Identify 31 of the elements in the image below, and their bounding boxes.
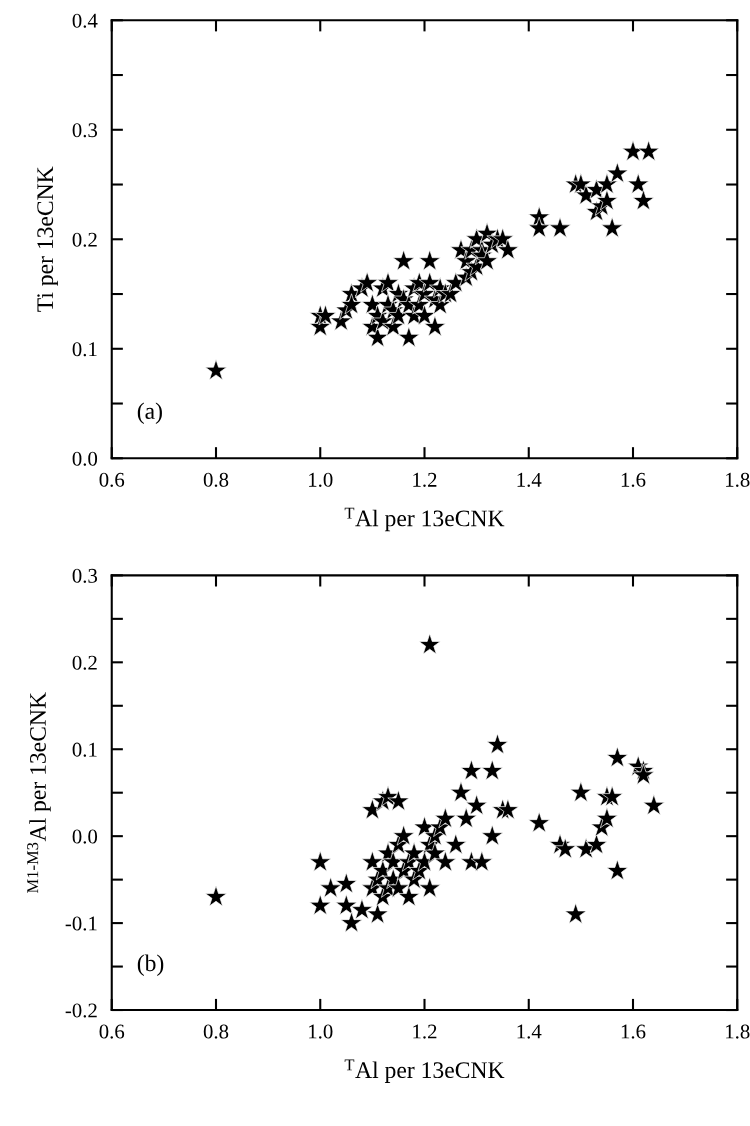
annotation: (a) (137, 402, 162, 424)
y-tick-label: 0.3 (72, 123, 98, 138)
y-tick-label: -0.2 (65, 1003, 97, 1018)
y-tick-label: 0.1 (72, 742, 97, 757)
x-tick-label: 0.6 (99, 472, 125, 487)
y-axis-title: $^{M1‐M3}$Al per 13eCNK (27, 692, 51, 893)
y-tick-label: 0.3 (72, 568, 98, 583)
x-tick-label: 1.6 (621, 472, 646, 487)
y-tick-label: 0.2 (72, 232, 97, 247)
x-tick-label: 1.0 (309, 1024, 333, 1039)
y-tick-label: 0.2 (72, 655, 97, 670)
x-axis-title: $^{T}$Al per 13eCNK (344, 1059, 505, 1083)
x-tick-label: 0.6 (99, 1024, 125, 1039)
x-tick-label: 1.2 (413, 472, 437, 487)
x-tick-label: 1.6 (621, 1024, 646, 1039)
x-tick-label: 1.0 (309, 472, 333, 487)
x-tick-label: 1.8 (726, 472, 750, 487)
x-axis-title: $^{T}$Al per 13eCNK (344, 507, 505, 532)
y-tick-label: 0.4 (72, 13, 98, 28)
x-tick-label: 1.4 (517, 472, 542, 487)
x-tick-label: 0.8 (203, 472, 229, 487)
y-tick-label: 0.1 (72, 342, 97, 357)
y-tick-label: -0.1 (65, 916, 97, 931)
x-tick-label: 0.8 (203, 1024, 229, 1039)
x-tick-label: 1.8 (726, 1024, 750, 1039)
x-tick-label: 1.4 (517, 1024, 542, 1039)
y-tick-label: 0.0 (72, 829, 98, 844)
y-tick-label: 0.0 (72, 451, 98, 466)
x-tick-label: 1.2 (413, 1024, 437, 1039)
y-axis-title: Ti per 13eCNK (37, 166, 58, 312)
annotation: (b) (137, 954, 164, 976)
